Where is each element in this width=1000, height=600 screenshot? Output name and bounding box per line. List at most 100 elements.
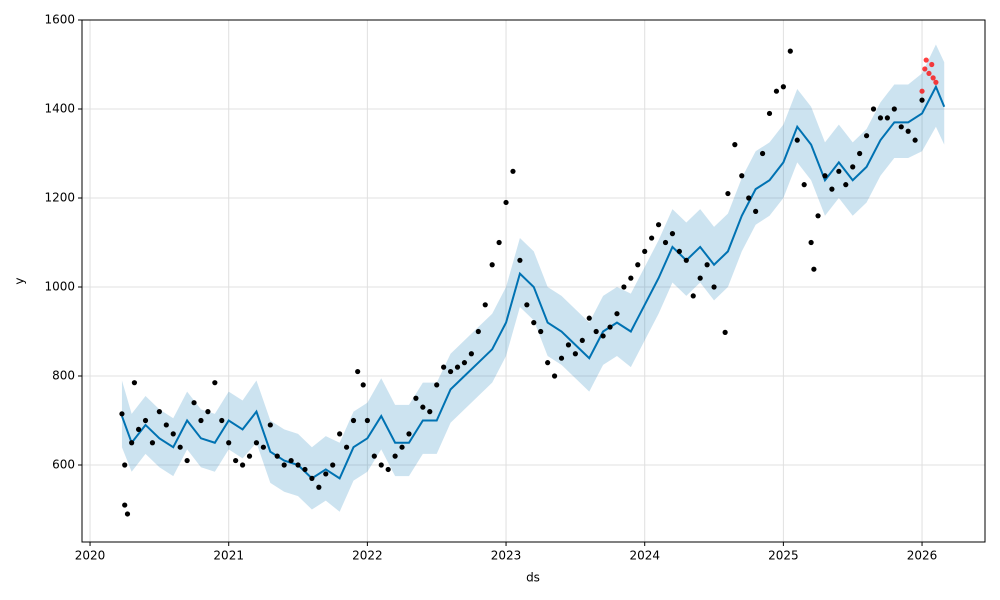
observed-point bbox=[447, 368, 454, 375]
observed-point bbox=[773, 88, 780, 94]
observed-point bbox=[905, 128, 911, 134]
observed-point bbox=[877, 115, 884, 121]
observed-point bbox=[122, 502, 128, 508]
observed-point bbox=[732, 142, 738, 148]
observed-point bbox=[212, 380, 218, 386]
observed-point bbox=[808, 239, 814, 246]
observed-point bbox=[884, 115, 890, 121]
observed-point bbox=[711, 284, 717, 290]
observed-point bbox=[870, 106, 877, 112]
observed-point bbox=[489, 262, 495, 268]
observed-point bbox=[586, 315, 592, 321]
observed-point bbox=[642, 248, 648, 255]
observed-point bbox=[399, 444, 405, 450]
observed-point bbox=[811, 266, 817, 272]
observed-point bbox=[281, 462, 287, 468]
observed-point bbox=[323, 471, 329, 477]
observed-point bbox=[531, 320, 537, 326]
observed-point bbox=[142, 417, 149, 424]
recent-point bbox=[923, 57, 929, 63]
observed-point bbox=[219, 417, 225, 424]
y-tick-label: 1000 bbox=[44, 280, 75, 294]
recent-point bbox=[919, 88, 925, 94]
observed-point bbox=[558, 355, 565, 361]
plot-frame bbox=[81, 19, 986, 543]
forecast-line bbox=[120, 84, 946, 480]
observed-point bbox=[739, 173, 745, 179]
y-tick-label: 800 bbox=[52, 369, 75, 383]
observed-point bbox=[759, 150, 766, 157]
observed-point bbox=[683, 257, 689, 263]
observed-point bbox=[309, 475, 315, 481]
x-tick-label: 2026 bbox=[907, 549, 938, 563]
observed-point bbox=[364, 417, 370, 424]
observed-point bbox=[725, 190, 731, 197]
observed-point bbox=[267, 422, 273, 428]
recent-point bbox=[929, 61, 935, 68]
observed-point bbox=[122, 462, 128, 468]
observed-point bbox=[891, 106, 897, 112]
observed-point bbox=[746, 195, 752, 201]
observed-point bbox=[538, 328, 544, 335]
observed-point bbox=[302, 466, 308, 473]
observed-point bbox=[482, 302, 488, 308]
observed-point bbox=[593, 328, 599, 335]
observed-point bbox=[378, 462, 384, 468]
observed-point bbox=[829, 186, 835, 192]
recent-point bbox=[926, 70, 932, 77]
observed-point bbox=[662, 239, 669, 246]
observed-point bbox=[350, 417, 357, 424]
observed-point bbox=[198, 417, 204, 424]
observed-point bbox=[863, 133, 870, 139]
observed-point bbox=[288, 457, 294, 464]
observed-point bbox=[649, 235, 655, 241]
observed-point bbox=[253, 440, 260, 446]
observed-point bbox=[246, 453, 253, 459]
observed-point bbox=[722, 329, 728, 335]
observed-point bbox=[184, 457, 190, 464]
observed-point bbox=[794, 137, 800, 143]
y-tick-label: 1200 bbox=[44, 191, 75, 205]
observed-point bbox=[129, 440, 135, 446]
observed-point bbox=[149, 440, 156, 446]
observed-point bbox=[697, 275, 703, 281]
observed-point bbox=[572, 351, 578, 357]
observed-point bbox=[517, 257, 523, 263]
observed-point bbox=[371, 453, 377, 459]
observed-point bbox=[621, 284, 627, 290]
observed-point bbox=[850, 164, 856, 170]
y-tick-label: 600 bbox=[52, 458, 75, 472]
observed-point bbox=[360, 382, 366, 388]
observed-point bbox=[170, 431, 176, 437]
observed-point bbox=[565, 342, 572, 348]
recent-point bbox=[933, 79, 939, 85]
observed-point bbox=[337, 431, 343, 437]
observed-point bbox=[801, 182, 807, 188]
observed-point bbox=[780, 84, 786, 90]
observed-point bbox=[510, 168, 516, 174]
observed-point bbox=[330, 462, 336, 468]
observed-point bbox=[392, 453, 398, 459]
observed-point bbox=[434, 382, 440, 388]
observed-point bbox=[274, 453, 280, 459]
observed-point bbox=[355, 368, 361, 375]
observed-point bbox=[496, 239, 502, 246]
observed-point bbox=[690, 293, 696, 299]
y-tick-label: 1600 bbox=[44, 13, 75, 27]
observed-point bbox=[406, 431, 412, 437]
observed-point bbox=[205, 409, 211, 415]
observed-point bbox=[815, 213, 821, 219]
recent-point bbox=[930, 75, 936, 81]
observed-point bbox=[669, 231, 676, 237]
observed-point bbox=[385, 466, 391, 473]
observed-point bbox=[524, 302, 530, 308]
observed-point bbox=[822, 173, 828, 179]
x-tick-label: 2025 bbox=[768, 549, 799, 563]
x-tick-label: 2020 bbox=[75, 549, 106, 563]
observed-point bbox=[454, 364, 461, 370]
y-axis-label: y bbox=[13, 277, 27, 284]
observed-point bbox=[343, 444, 350, 450]
observed-point bbox=[545, 360, 551, 366]
